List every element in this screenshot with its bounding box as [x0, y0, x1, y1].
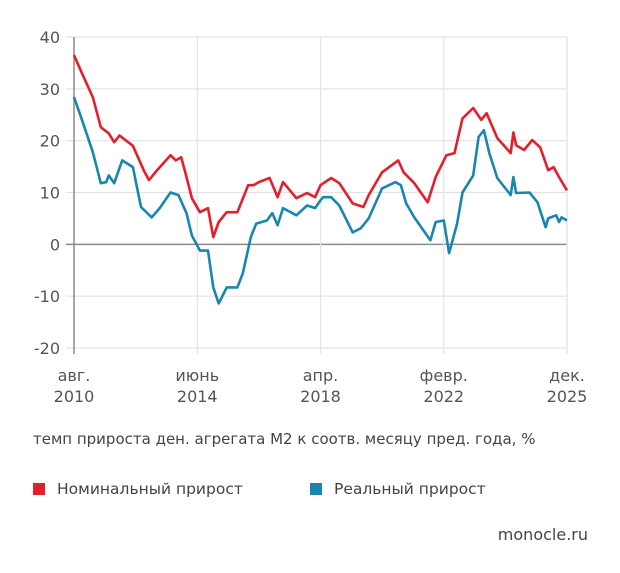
y-tick-label: 0 — [50, 235, 60, 254]
y-tick-label: 10 — [40, 184, 60, 203]
source-label: monocle.ru — [497, 525, 588, 544]
legend-swatch-nominal — [33, 483, 45, 495]
y-tick-label: -20 — [34, 339, 60, 358]
x-tick-label-year: 2014 — [177, 387, 218, 406]
series-line-nominal — [72, 54, 569, 239]
x-tick-label-year: 2022 — [423, 387, 464, 406]
y-tick-label: 30 — [40, 80, 60, 99]
legend-item-nominal: Номинальный прирост — [33, 480, 243, 498]
legend-label-real: Реальный прирост — [334, 480, 486, 498]
y-tick-label: 40 — [40, 28, 60, 47]
x-tick-label-year: 2010 — [54, 387, 95, 406]
y-tick-label: -10 — [34, 287, 60, 306]
x-tick-label-month: апр. — [303, 366, 339, 385]
legend-item-real: Реальный прирост — [310, 480, 486, 498]
x-tick-label-month: февр. — [420, 366, 468, 385]
x-tick-label-month: авг. — [58, 366, 91, 385]
legend-label-nominal: Номинальный прирост — [57, 480, 243, 498]
x-tick-label-month: июнь — [175, 366, 219, 385]
x-tick-label-year: 2025 — [547, 387, 588, 406]
chart-caption: темп прироста ден. агрегата М2 к соотв. … — [33, 430, 536, 448]
x-tick-label-year: 2018 — [300, 387, 341, 406]
series-line-real — [72, 96, 568, 305]
x-tick-label-month: дек. — [549, 366, 585, 385]
y-tick-label: 20 — [40, 132, 60, 151]
legend-swatch-real — [310, 483, 322, 495]
